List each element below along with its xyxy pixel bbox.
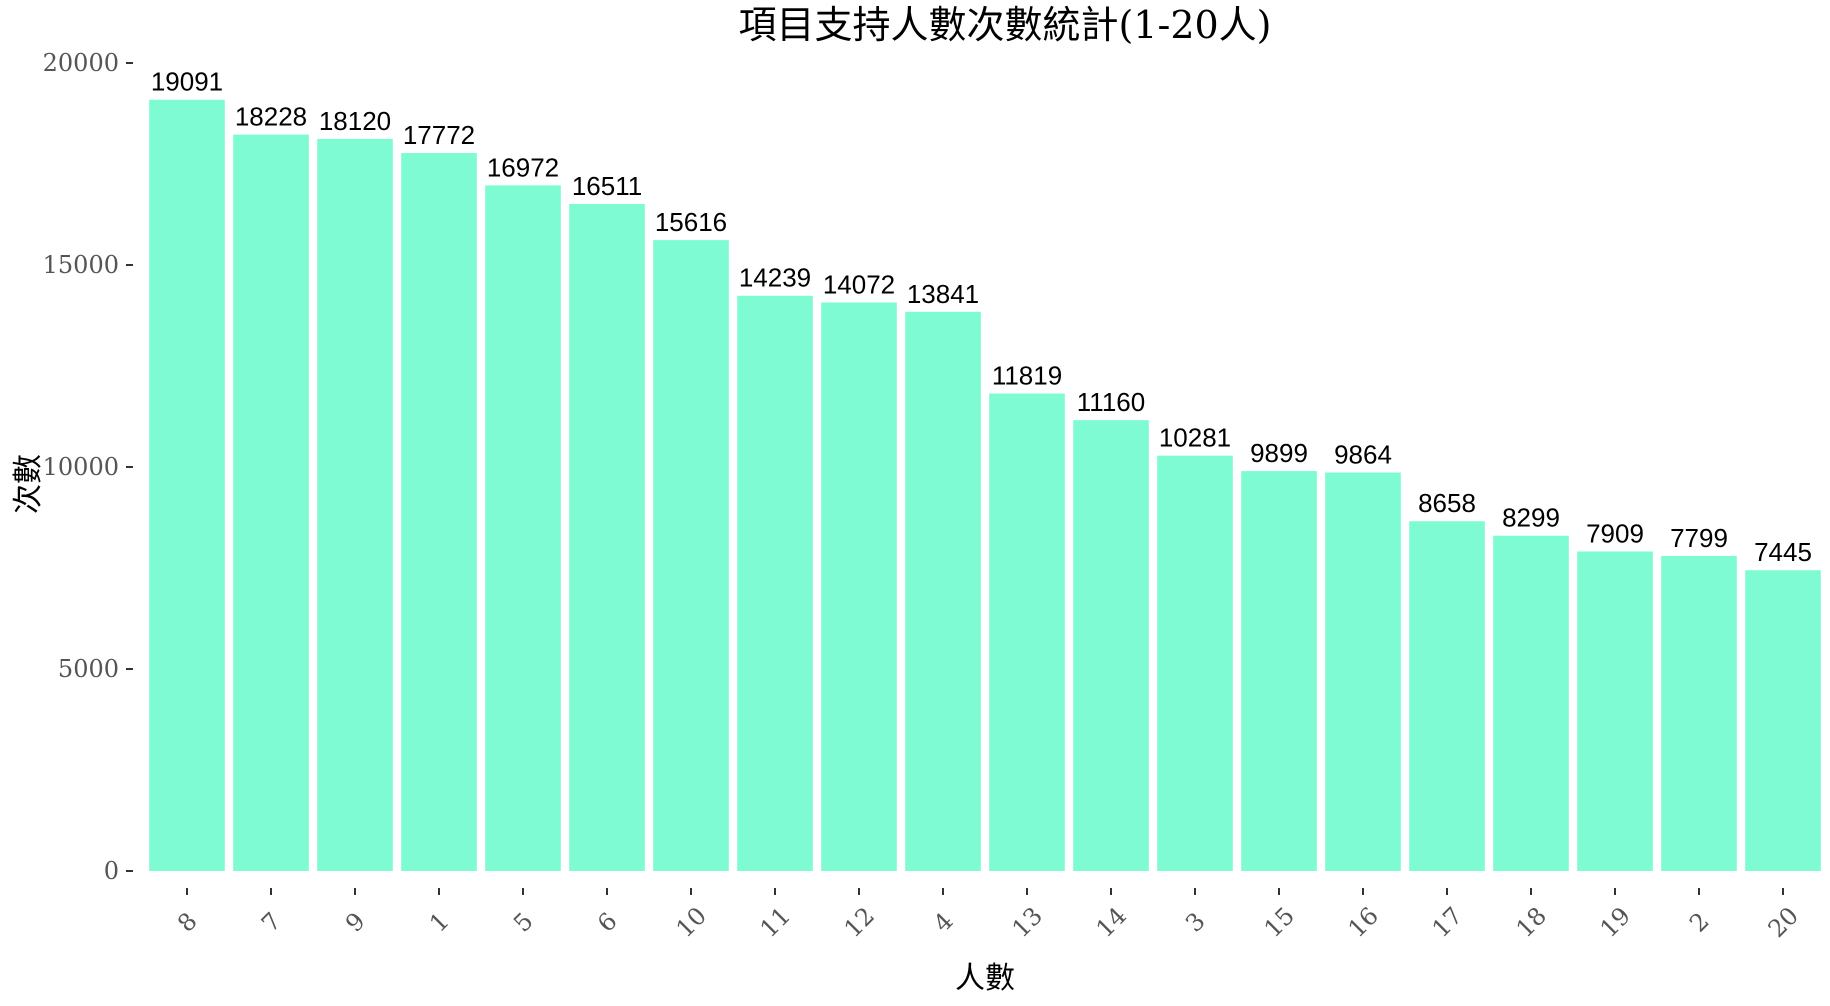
- y-tick-label: 0: [104, 857, 119, 885]
- x-tick-label: 16: [1343, 902, 1384, 943]
- data-label: 11160: [1077, 387, 1145, 417]
- data-label: 16511: [572, 171, 642, 201]
- data-labels: 19091 18228 18120 17772 16972 16511 15616 14239…: [151, 67, 1812, 567]
- bar: [653, 240, 729, 872]
- y-axis: 0 5000 10000 15000 20000: [43, 49, 133, 885]
- x-tick-label: 4: [928, 907, 959, 938]
- chart-title: 項目支持人數次數統計(1-20人): [738, 3, 1271, 47]
- data-label: 8658: [1418, 488, 1476, 518]
- y-tick-label: 5000: [58, 655, 119, 683]
- data-label: 18120: [319, 106, 391, 136]
- x-tick-label: 6: [592, 907, 623, 938]
- bar: [1241, 471, 1317, 871]
- x-tick-label: 15: [1259, 902, 1300, 943]
- x-tick-label: 17: [1427, 902, 1468, 943]
- y-tick-label: 15000: [43, 251, 119, 279]
- y-tick-label: 10000: [43, 453, 119, 481]
- x-tick-label: 5: [508, 907, 539, 938]
- data-label: 16972: [487, 152, 559, 182]
- data-label: 9899: [1250, 438, 1308, 468]
- data-label: 7445: [1754, 537, 1812, 567]
- data-label: 18228: [235, 102, 307, 132]
- bar: [1493, 535, 1569, 871]
- x-tick-label: 13: [1007, 902, 1048, 943]
- x-tick-label: 10: [671, 902, 712, 943]
- x-tick-label: 7: [256, 907, 287, 938]
- data-label: 13841: [907, 279, 979, 309]
- bars: [149, 99, 1821, 872]
- x-axis: 8 7 9 1 5 6 10 11 12 4 13 14 3 15 16 17 18 19 2 20: [172, 888, 1804, 943]
- bar: [1157, 455, 1233, 871]
- x-tick-label: 12: [839, 902, 880, 943]
- data-label: 10281: [1159, 423, 1231, 453]
- x-axis-title: 人數: [955, 961, 1015, 996]
- bar: [401, 153, 477, 871]
- bar: [821, 302, 897, 871]
- x-tick-label: 9: [340, 907, 371, 938]
- x-tick-label: 2: [1684, 907, 1715, 938]
- bar: [149, 99, 225, 871]
- bar: [1577, 551, 1653, 871]
- data-label: 14072: [823, 269, 895, 299]
- data-label: 8299: [1502, 503, 1560, 533]
- bar: [1409, 521, 1485, 871]
- x-tick-label: 18: [1511, 902, 1552, 943]
- bar: [233, 134, 309, 871]
- data-label: 11819: [992, 361, 1062, 391]
- bar: [569, 203, 645, 872]
- data-label: 15616: [655, 207, 727, 237]
- x-tick-label: 8: [172, 907, 203, 938]
- data-label: 14239: [739, 263, 811, 293]
- x-tick-label: 20: [1763, 902, 1804, 943]
- bar: [1325, 472, 1401, 871]
- bar: [989, 393, 1065, 871]
- data-label: 7909: [1586, 518, 1644, 548]
- x-tick-label: 1: [424, 907, 455, 938]
- x-tick-label: 3: [1180, 907, 1211, 938]
- bar: [905, 311, 981, 871]
- bar: [1073, 420, 1149, 871]
- x-tick-label: 14: [1091, 902, 1132, 943]
- x-tick-label: 11: [755, 902, 796, 943]
- data-label: 7799: [1670, 523, 1728, 553]
- bar: [1745, 570, 1821, 871]
- bar: [317, 138, 393, 871]
- bar: [737, 295, 813, 871]
- y-axis-title: 次數: [11, 454, 46, 514]
- data-label: 17772: [403, 120, 475, 150]
- bar: [485, 185, 561, 872]
- data-label: 19091: [151, 67, 223, 97]
- x-tick-label: 19: [1595, 902, 1636, 943]
- data-label: 9864: [1334, 439, 1392, 469]
- y-tick-label: 20000: [43, 49, 119, 77]
- bar: [1661, 555, 1737, 871]
